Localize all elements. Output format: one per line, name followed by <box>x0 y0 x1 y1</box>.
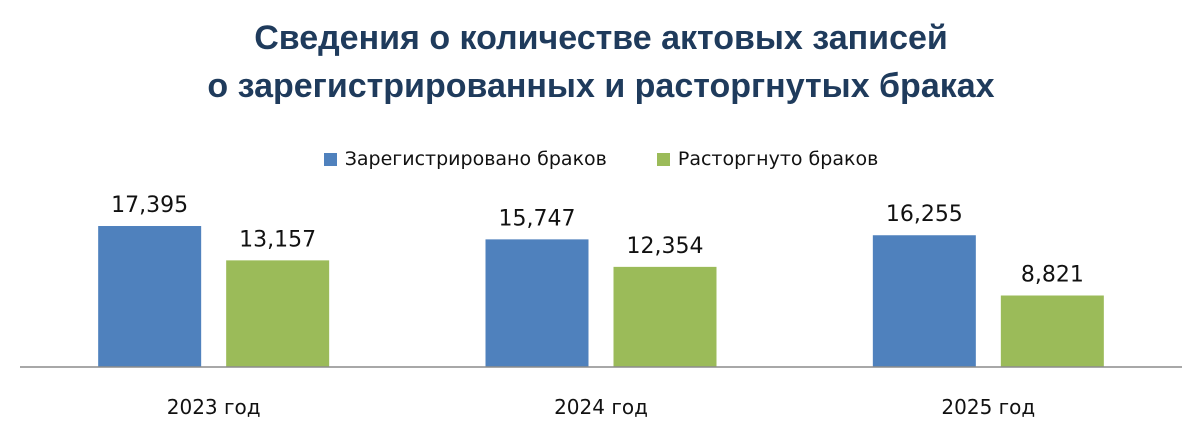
data-label-dissolved-1: 12,354 <box>627 234 704 259</box>
data-label-registered-2: 16,255 <box>886 202 963 227</box>
bar-dissolved-2 <box>1000 295 1104 367</box>
bar-registered-0 <box>98 226 202 367</box>
data-label-dissolved-2: 8,821 <box>1021 263 1084 288</box>
legend-label-dissolved: Расторгнуто браков <box>677 148 879 170</box>
bar-dissolved-1 <box>613 266 717 367</box>
chart-legend: Зарегистрировано браков Расторгнуто брак… <box>0 148 1202 170</box>
bar-registered-1 <box>485 239 589 367</box>
legend-swatch-registered <box>323 152 337 166</box>
chart-title-line-2: о зарегистрированных и расторгнутых брак… <box>207 67 995 105</box>
category-label-0: 2023 год <box>167 395 261 419</box>
legend-label-registered: Зарегистрировано браков <box>344 148 607 170</box>
chart-title: Сведения о количестве актовых записей о … <box>0 14 1202 110</box>
data-label-dissolved-0: 13,157 <box>239 227 316 252</box>
chart-title-line-1: Сведения о количестве актовых записей <box>254 19 948 57</box>
legend-item-dissolved: Расторгнуто браков <box>656 148 879 170</box>
data-label-registered-1: 15,747 <box>499 206 576 231</box>
bar-dissolved-0 <box>226 260 330 367</box>
data-label-registered-0: 17,395 <box>111 193 188 218</box>
category-label-1: 2024 год <box>554 395 648 419</box>
legend-item-registered: Зарегистрировано браков <box>323 148 607 170</box>
legend-swatch-dissolved <box>656 152 670 166</box>
bar-registered-2 <box>872 235 976 367</box>
category-label-2: 2025 год <box>941 395 1035 419</box>
